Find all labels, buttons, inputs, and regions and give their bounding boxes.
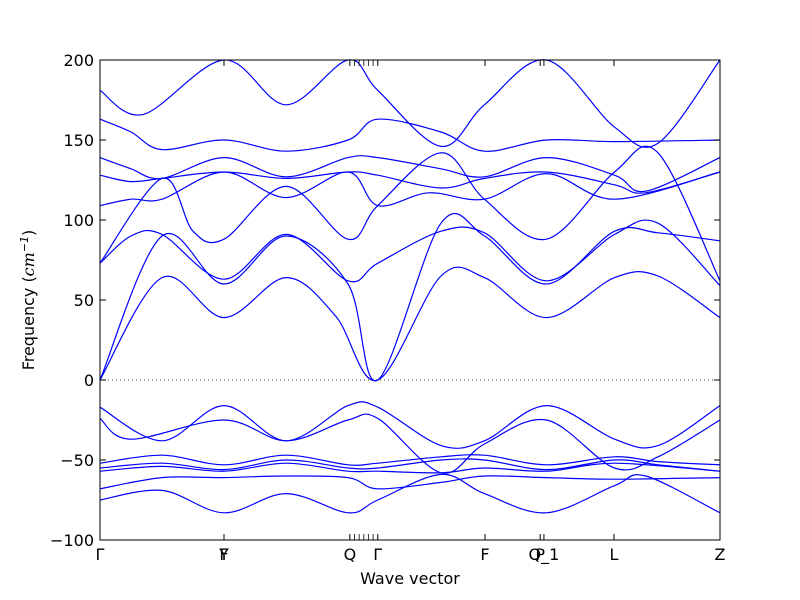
plot-frame: [99, 59, 721, 541]
band-16: [99, 473, 721, 514]
x-tick-label: L: [610, 545, 619, 564]
y-tick-label: −100: [50, 531, 94, 550]
band-14: [99, 462, 721, 474]
band-1: [99, 59, 721, 148]
plot-background: [100, 60, 720, 540]
x-axis-label: Wave vector: [360, 569, 460, 588]
y-axis-label-prefix: Frequency (: [19, 276, 38, 370]
y-tick-label: 0: [84, 371, 94, 390]
x-tick-label: Γ: [96, 545, 105, 564]
y-tick-label: −50: [60, 451, 94, 470]
y-axis-label-unit: cm: [19, 252, 38, 276]
x-tick-label: F: [219, 545, 228, 564]
band-7: [99, 219, 721, 287]
x-tick-label: P: [535, 545, 545, 564]
x-tick-label: Z: [715, 545, 726, 564]
band-5: [99, 171, 721, 207]
band-series: [99, 59, 721, 514]
band-9: [99, 266, 721, 381]
band-2: [99, 118, 721, 152]
band-6: [99, 145, 721, 282]
band-15: [99, 475, 721, 490]
band-13: [99, 458, 721, 472]
y-axis-label-suffix: ): [19, 230, 38, 236]
x-tick-label: Q_1: [529, 545, 560, 565]
x-tick-label: F: [480, 545, 489, 564]
band-10: [99, 401, 721, 449]
y-tick-label: 150: [63, 131, 94, 150]
y-axis-label: Frequency (cm−1): [18, 230, 39, 371]
x-tick-label: Y: [218, 545, 229, 564]
y-tick-label: 200: [63, 51, 94, 70]
x-tick-label: Q: [344, 545, 357, 564]
y-tick-label: 100: [63, 211, 94, 230]
x-tick-label: Γ: [373, 545, 382, 564]
band-8: [99, 213, 721, 382]
y-tick-label: 50: [74, 291, 94, 310]
band-11: [99, 413, 721, 474]
y-axis-label-exponent: −1: [18, 236, 31, 252]
band-12: [99, 454, 721, 466]
